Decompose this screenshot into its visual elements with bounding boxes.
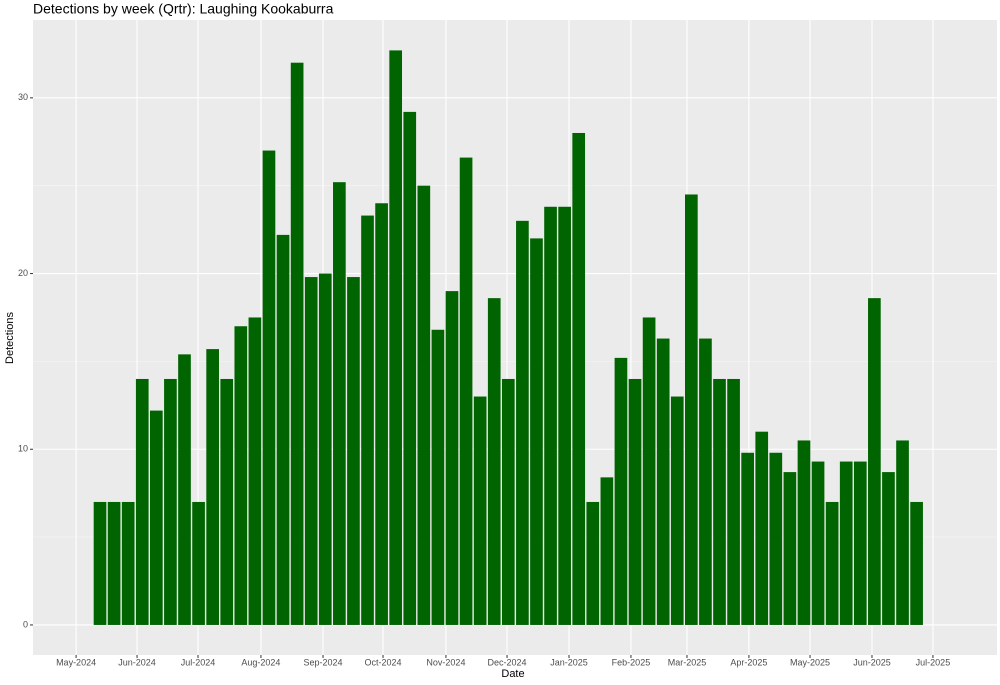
bars — [93, 50, 923, 625]
bar — [403, 111, 417, 625]
bar — [713, 378, 726, 625]
y-tick-label: 0 — [23, 619, 28, 629]
x-tick-label: Jul-2024 — [181, 657, 216, 667]
y-tick-label: 30 — [18, 92, 28, 102]
bar — [487, 298, 501, 625]
bar — [516, 220, 529, 625]
x-tick-label: Jun-2024 — [118, 657, 156, 667]
bar — [670, 396, 684, 625]
bar — [445, 291, 459, 625]
bar — [431, 329, 445, 625]
bar — [642, 317, 656, 625]
bar — [699, 338, 712, 625]
bar — [107, 501, 121, 625]
bar — [276, 234, 290, 625]
bar — [656, 338, 670, 625]
bar — [192, 501, 205, 625]
bar — [93, 501, 107, 625]
bar — [135, 378, 149, 625]
x-axis-title: Date — [501, 668, 524, 680]
bar — [234, 326, 248, 625]
bar — [586, 501, 600, 625]
bar — [741, 452, 754, 625]
x-tick-label: Jul-2025 — [916, 657, 951, 667]
bar — [459, 157, 473, 625]
bar — [473, 396, 487, 625]
bar — [868, 298, 881, 625]
bar — [333, 182, 346, 625]
y-axis-title: Detections — [4, 312, 16, 364]
bar — [417, 185, 431, 625]
bar — [318, 273, 332, 625]
bar — [262, 150, 276, 625]
y-tick-label: 10 — [18, 444, 28, 454]
bar — [248, 317, 262, 625]
bar — [811, 461, 825, 625]
bar — [685, 194, 698, 625]
x-tick-label: May-2025 — [790, 657, 830, 667]
bar — [530, 238, 543, 625]
bar — [290, 62, 304, 625]
bar — [896, 440, 909, 625]
bar — [755, 431, 769, 625]
x-tick-label: May-2024 — [56, 657, 96, 667]
bar — [178, 354, 191, 625]
x-tick-label: Aug-2024 — [241, 657, 280, 667]
bar — [544, 206, 557, 625]
axes: 0 10 20 30 May-2024 Jun-2024 Jul-2024 Aug-2024 S… — [18, 92, 950, 667]
x-tick-label: Apr-2025 — [730, 657, 767, 667]
bar — [121, 501, 135, 625]
bar — [600, 477, 614, 625]
bar — [839, 461, 853, 625]
bar — [304, 277, 318, 625]
bar — [347, 277, 360, 625]
chart-title: Detections by week (Qrtr): Laughing Kook… — [33, 1, 334, 17]
x-tick-label: Mar-2025 — [668, 657, 707, 667]
x-tick-label: Jan-2025 — [550, 657, 588, 667]
bar — [614, 357, 628, 625]
bar — [389, 50, 403, 625]
bar — [149, 410, 163, 625]
bar — [769, 452, 783, 625]
bar — [825, 501, 839, 625]
bar — [558, 206, 571, 625]
bar — [164, 378, 177, 625]
bar — [220, 378, 234, 625]
x-tick-label: Jun-2025 — [853, 657, 891, 667]
x-tick-label: Nov-2024 — [426, 657, 465, 667]
bar — [375, 203, 388, 625]
bar — [572, 132, 586, 625]
x-tick-label: Dec-2024 — [488, 657, 527, 667]
bar — [628, 378, 642, 625]
bar — [853, 461, 867, 625]
x-tick-label: Oct-2024 — [364, 657, 401, 667]
x-tick-label: Feb-2025 — [612, 657, 651, 667]
y-tick-label: 20 — [18, 268, 28, 278]
bar — [783, 472, 797, 625]
bar — [797, 440, 811, 625]
bar — [882, 472, 895, 625]
bar — [501, 378, 515, 625]
bar — [361, 215, 374, 625]
x-tick-label: Sep-2024 — [304, 657, 343, 667]
bar — [206, 349, 219, 625]
bar — [910, 501, 923, 625]
bar — [727, 378, 740, 625]
